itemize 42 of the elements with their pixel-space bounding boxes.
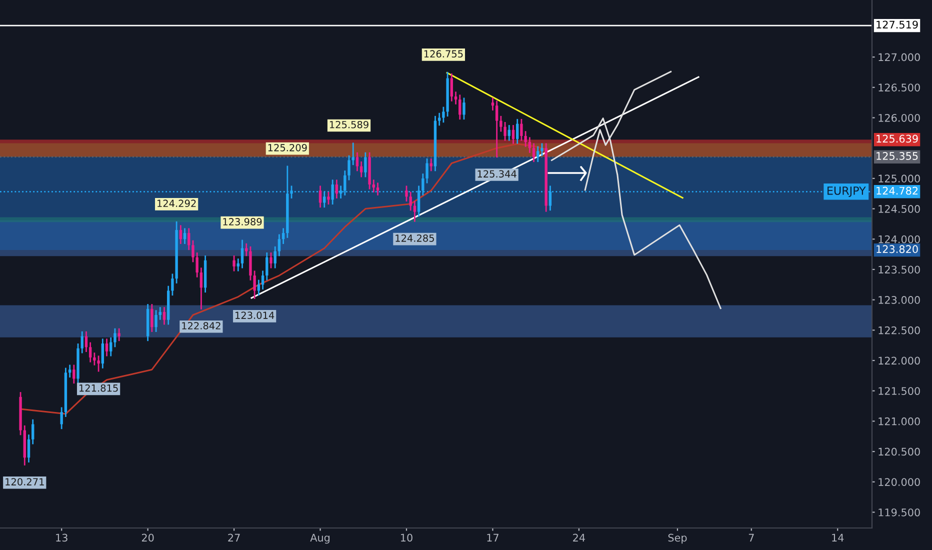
annotation: EURJPY bbox=[828, 186, 866, 197]
band-label: 123.820 bbox=[876, 245, 918, 254]
annotation: 122.842 bbox=[182, 322, 220, 330]
y-tick-label: 122.500 bbox=[878, 326, 920, 334]
y-tick-label: 126.000 bbox=[878, 114, 920, 122]
x-tick-label: 14 bbox=[832, 534, 844, 542]
y-tick-label: 123.500 bbox=[878, 266, 920, 274]
y-tick-label: 121.000 bbox=[878, 417, 920, 426]
x-tick-label: 24 bbox=[573, 534, 585, 542]
y-tick-label: 120.000 bbox=[878, 478, 920, 486]
x-tick-label: Aug bbox=[310, 534, 330, 544]
annotation: 125.589 bbox=[330, 120, 368, 128]
y-tick-label: 122.000 bbox=[878, 356, 920, 365]
annotation: 123.014 bbox=[236, 312, 274, 319]
x-tick-label: 20 bbox=[142, 534, 154, 542]
annotation: 125.344 bbox=[478, 170, 516, 178]
annotation: 126.755 bbox=[424, 50, 463, 58]
x-tick-label: 13 bbox=[56, 534, 68, 542]
x-tick-label: Sep bbox=[668, 534, 687, 544]
y-tick-label: 126.500 bbox=[878, 84, 920, 92]
band-label: 125.639 bbox=[876, 134, 918, 143]
ref-line-label: 124.782 bbox=[876, 186, 918, 195]
x-tick-label: 10 bbox=[401, 534, 412, 542]
x-tick-label: 17 bbox=[487, 534, 498, 542]
y-tick-label: 119.500 bbox=[878, 508, 920, 516]
annotation: 123.989 bbox=[223, 218, 262, 226]
annotation: 124.292 bbox=[158, 200, 196, 208]
annotation: 125.209 bbox=[268, 144, 307, 152]
y-tick-label: 121.500 bbox=[878, 387, 920, 395]
y-tick-label: 120.500 bbox=[878, 448, 920, 456]
ref-line-label: 127.519 bbox=[876, 20, 918, 29]
y-tick-label: 125.000 bbox=[878, 174, 920, 183]
x-tick-label: 27 bbox=[228, 534, 240, 542]
y-tick-label: 127.000 bbox=[878, 53, 920, 62]
y-tick-label: 124.500 bbox=[878, 205, 920, 213]
y-tick-label: 124.000 bbox=[878, 235, 920, 244]
annotation: 121.815 bbox=[80, 384, 118, 392]
annotation: 120.271 bbox=[6, 478, 44, 486]
ref-line-label: 125.355 bbox=[876, 152, 918, 160]
x-tick-label: 7 bbox=[748, 534, 754, 542]
y-tick-label: 123.000 bbox=[878, 296, 920, 304]
annotation: 124.285 bbox=[396, 234, 434, 242]
